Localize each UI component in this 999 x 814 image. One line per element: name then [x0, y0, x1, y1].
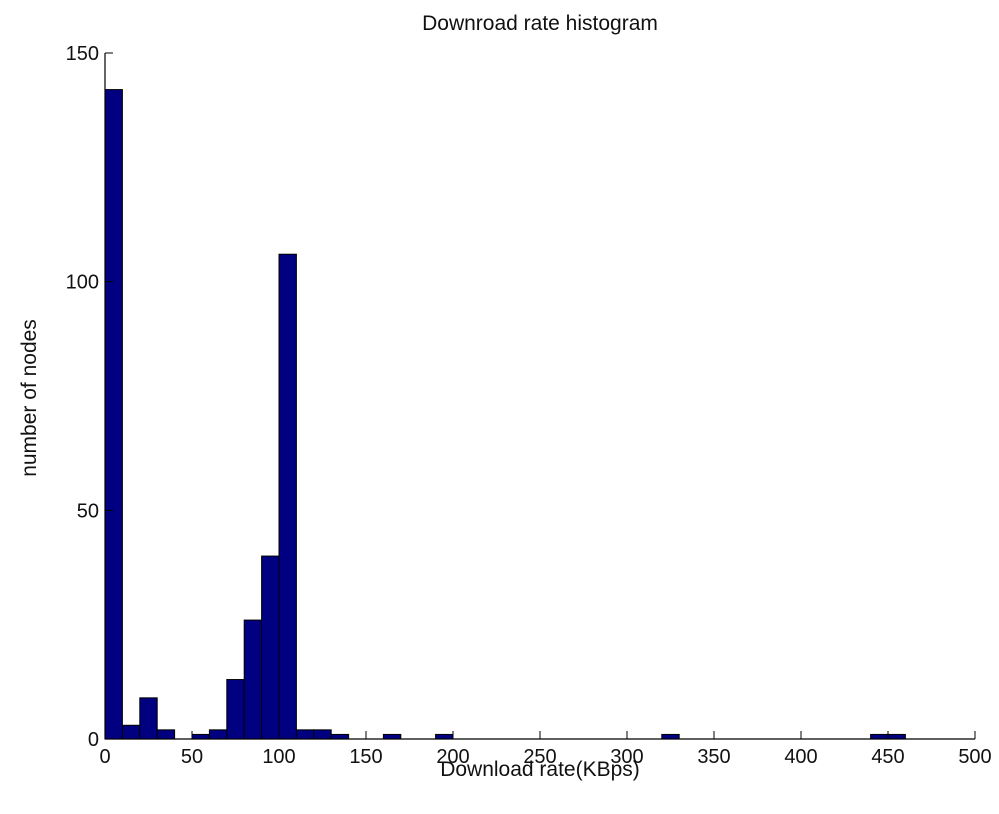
- y-tick-label: 0: [88, 729, 99, 751]
- histogram-bar: [243, 619, 263, 740]
- y-tick-label: 50: [77, 500, 99, 522]
- histogram-bar: [661, 733, 680, 740]
- x-tick-label: 150: [349, 746, 382, 768]
- y-tick-label: 150: [66, 43, 99, 65]
- histogram-bar: [191, 733, 210, 740]
- histogram-bar: [870, 733, 889, 740]
- histogram-bar: [139, 697, 158, 740]
- histogram-bar: [104, 89, 123, 740]
- axes-group: 0 50 100 150 200 250 300 350 400 450 500 0 50 100 150: [66, 43, 992, 768]
- histogram-bar: [435, 733, 454, 740]
- bars-group: [104, 89, 906, 740]
- x-tick-label: 250: [523, 746, 556, 768]
- histogram-bar: [156, 729, 176, 740]
- histogram-bar: [278, 253, 297, 740]
- x-tick-label: 0: [99, 746, 110, 768]
- histogram-bar: [208, 729, 228, 740]
- histogram-bar: [382, 733, 402, 740]
- x-tick-label: 400: [784, 746, 817, 768]
- histogram-bar: [121, 724, 141, 740]
- y-tick-label: 100: [66, 272, 99, 294]
- x-tick-label: 450: [871, 746, 904, 768]
- histogram-bar: [313, 729, 332, 740]
- histogram-bar: [330, 733, 350, 740]
- x-tick-label: 50: [181, 746, 203, 768]
- x-tick-label: 500: [958, 746, 991, 768]
- x-axis-label: Download rate(KBps): [440, 758, 640, 781]
- x-tick-label: 350: [697, 746, 730, 768]
- histogram-bar: [887, 733, 906, 740]
- x-tick-label: 300: [610, 746, 643, 768]
- histogram-bar: [295, 729, 315, 740]
- x-tick-label: 200: [436, 746, 469, 768]
- histogram-bar: [261, 555, 280, 740]
- chart-title: Downroad rate histogram: [422, 12, 658, 35]
- x-tick-label: 100: [262, 746, 295, 768]
- histogram-bar: [226, 679, 245, 740]
